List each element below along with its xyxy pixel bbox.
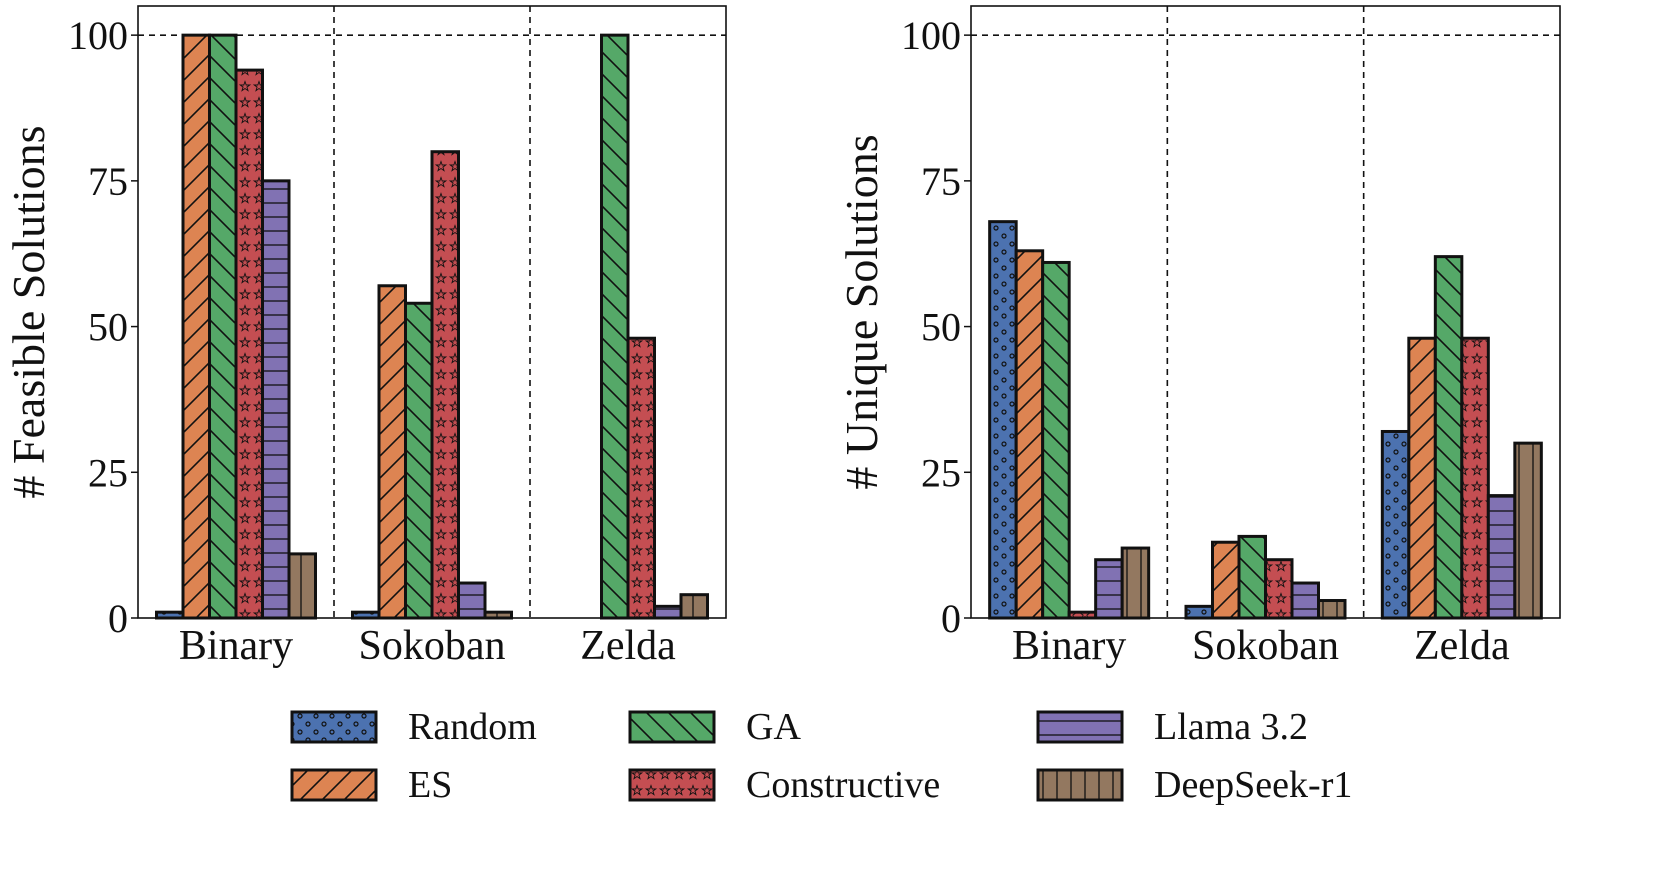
legend-item-llama-3-2: Llama 3.2: [1036, 706, 1308, 748]
y-tick-label: 100: [68, 13, 128, 58]
y-tick-label: 25: [88, 450, 128, 495]
legend-swatch: [1036, 768, 1124, 802]
legend-swatch: [628, 710, 716, 744]
axes-frame: [137, 5, 727, 619]
bar-deepseek-r1-zelda: [1513, 441, 1543, 620]
y-tick-label: 25: [921, 450, 961, 495]
y-tick-label: 100: [901, 13, 961, 58]
legend-label: Constructive: [746, 764, 940, 806]
bar-es-sokoban: [1211, 540, 1241, 620]
bar-random-binary: [155, 610, 185, 620]
chart-panel-2: Binary Sokoban Zelda 0 25 50 75 100 # Unique Sol…: [836, 5, 1561, 669]
bar-random-sokoban: [351, 610, 381, 620]
y-axis-label: # Feasible Solutions: [3, 125, 54, 498]
y-axis-label: # Unique Solutions: [836, 134, 887, 489]
y-tick-label: 75: [921, 159, 961, 204]
bar-ga-binary: [208, 33, 238, 620]
bar-ga-zelda: [1433, 255, 1464, 620]
bar-random-binary: [988, 220, 1018, 620]
bar-llama-3-2-sokoban: [457, 581, 487, 620]
bar-constructive-zelda: [626, 336, 656, 620]
legend-swatch: [290, 768, 378, 802]
bar-ga-sokoban: [404, 301, 434, 620]
bar-deepseek-r1-sokoban: [1317, 599, 1347, 620]
x-tick-label: Binary: [179, 623, 293, 669]
legend-swatch: [290, 710, 378, 744]
x-tick-label: Sokoban: [1192, 623, 1339, 669]
legend-item-constructive: Constructive: [628, 764, 940, 806]
legend-label: GA: [746, 706, 801, 748]
bar-ga-zelda: [600, 33, 630, 620]
legend-swatch: [1036, 710, 1124, 744]
y-tick-label: 75: [88, 159, 128, 204]
legend-swatch: [628, 768, 716, 802]
legend-item-ga: GA: [628, 706, 801, 748]
bar-constructive-binary: [1067, 610, 1098, 620]
legend-label: DeepSeek-r1: [1154, 764, 1352, 806]
legend-item-es: ES: [290, 764, 452, 806]
chart-panel-1: Binary Sokoban Zelda 0 25 50 75 100 # Feasible S…: [3, 5, 727, 669]
x-tick-label: Zelda: [580, 623, 676, 669]
bar-llama-3-2-zelda: [653, 604, 683, 620]
bar-es-binary: [181, 33, 211, 620]
bar-constructive-sokoban: [430, 150, 460, 620]
bar-random-zelda: [1380, 429, 1411, 620]
bar-ga-binary: [1041, 260, 1071, 620]
x-tick-label: Sokoban: [359, 623, 506, 669]
legend: Random ES GA Constructive Llama 3.2 DeepSeek-…: [290, 706, 1352, 806]
bar-llama-3-2-sokoban: [1290, 581, 1320, 620]
y-tick-label: 50: [88, 305, 128, 350]
legend-label: Llama 3.2: [1154, 706, 1308, 748]
y-tick-label: 0: [108, 596, 128, 641]
bar-deepseek-r1-binary: [1120, 546, 1151, 620]
axes-frame: [970, 5, 1561, 619]
legend-label: Random: [408, 706, 537, 748]
bar-constructive-zelda: [1460, 336, 1490, 620]
x-tick-label: Binary: [1012, 623, 1126, 669]
bar-llama-3-2-binary: [261, 179, 291, 620]
bar-deepseek-r1-binary: [287, 552, 317, 620]
bar-constructive-binary: [234, 68, 264, 620]
bar-es-zelda: [1407, 336, 1437, 620]
legend-label: ES: [408, 764, 452, 806]
bar-llama-3-2-zelda: [1486, 494, 1517, 620]
bar-random-sokoban: [1184, 604, 1214, 620]
bar-es-binary: [1014, 249, 1045, 620]
bar-es-sokoban: [377, 284, 407, 620]
bar-deepseek-r1-zelda: [679, 593, 709, 620]
y-tick-label: 50: [921, 305, 961, 350]
bar-ga-sokoban: [1237, 534, 1267, 620]
legend-item-deepseek-r1: DeepSeek-r1: [1036, 764, 1352, 806]
y-tick-label: 0: [941, 596, 961, 641]
legend-item-random: Random: [290, 706, 537, 748]
bar-deepseek-r1-sokoban: [483, 610, 513, 620]
charts-layer: Binary Sokoban Zelda 0 25 50 75 100 # Feasible S…: [3, 5, 1561, 669]
x-tick-label: Zelda: [1414, 623, 1510, 669]
bar-llama-3-2-binary: [1094, 558, 1124, 620]
bar-constructive-sokoban: [1264, 558, 1294, 620]
